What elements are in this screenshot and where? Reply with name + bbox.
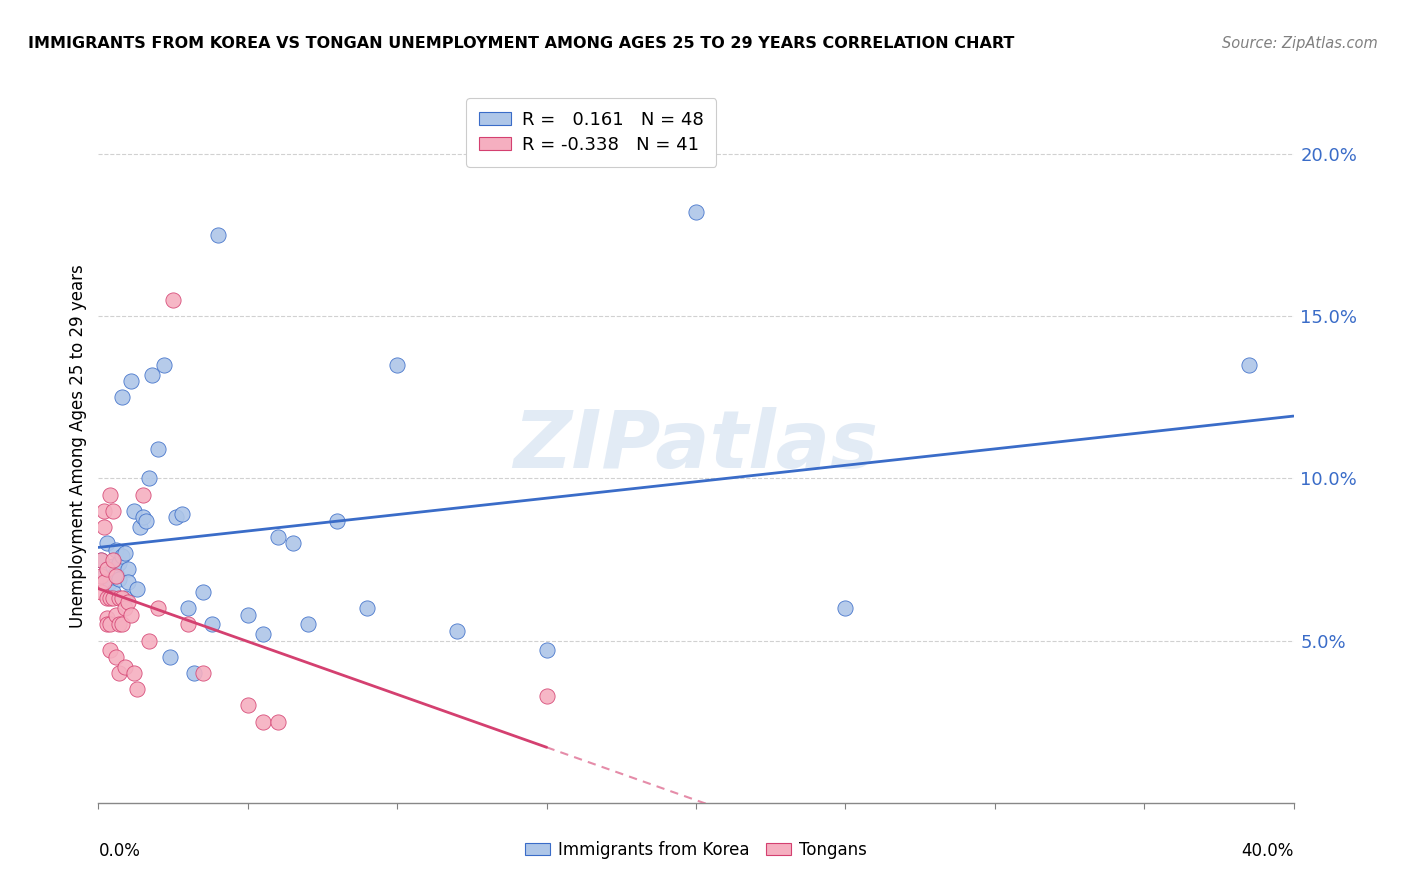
Point [114,659,136,673]
Point [326,514,349,528]
Point [98,617,122,632]
Point [103,559,125,574]
Point [93,568,115,582]
Point [252,627,274,641]
Point [96,536,118,550]
Point [105,542,128,557]
Point [105,607,128,622]
Point [103,591,125,606]
Y-axis label: Unemployment Among Ages 25 to 29 years: Unemployment Among Ages 25 to 29 years [69,264,87,628]
Point [127,682,149,697]
Point [135,514,157,528]
Point [117,595,139,609]
Point [124,504,146,518]
Point [834,601,856,615]
Point [103,585,125,599]
Point [108,556,131,570]
Point [105,649,128,664]
Point [105,568,128,582]
Point [127,582,149,596]
Point [96,562,118,576]
Point [108,591,131,606]
Point [105,566,128,580]
Point [120,374,142,388]
Point [172,507,194,521]
Point [90,568,112,582]
Point [96,562,118,576]
Point [98,575,122,590]
Point [148,442,170,457]
Point [141,368,163,382]
Legend: Immigrants from Korea, Tongans: Immigrants from Korea, Tongans [517,835,875,866]
Point [267,530,290,544]
Point [148,601,170,615]
Point [90,552,112,566]
Point [96,617,118,632]
Point [111,549,134,564]
Point [93,504,115,518]
Point [108,572,131,586]
Point [90,585,112,599]
Point [201,617,224,632]
Point [536,643,558,657]
Point [177,617,200,632]
Text: Source: ZipAtlas.com: Source: ZipAtlas.com [1222,36,1378,51]
Point [98,591,122,606]
Point [356,601,378,615]
Point [103,552,125,566]
Point [108,666,131,681]
Text: IMMIGRANTS FROM KOREA VS TONGAN UNEMPLOYMENT AMONG AGES 25 TO 29 YEARS CORRELATI: IMMIGRANTS FROM KOREA VS TONGAN UNEMPLOY… [28,36,1015,51]
Point [153,358,176,372]
Point [385,358,409,372]
Point [90,552,112,566]
Point [120,607,142,622]
Point [132,488,155,502]
Point [129,520,152,534]
Point [207,228,229,243]
Point [111,591,134,606]
Point [98,488,122,502]
Text: ZIPatlas: ZIPatlas [513,407,879,485]
Point [685,205,707,219]
Text: 0.0%: 0.0% [98,842,141,860]
Point [446,624,468,638]
Point [138,633,160,648]
Text: 40.0%: 40.0% [1241,842,1294,860]
Point [177,601,200,615]
Point [165,510,187,524]
Point [117,575,139,590]
Point [111,617,134,632]
Point [281,536,304,550]
Point [96,611,118,625]
Point [162,293,184,307]
Point [236,698,259,713]
Point [111,390,134,404]
Point [98,643,122,657]
Point [159,649,181,664]
Point [103,504,125,518]
Point [1237,358,1260,372]
Point [236,607,259,622]
Point [93,575,115,590]
Point [93,520,115,534]
Point [117,562,139,576]
Point [114,591,136,606]
Point [114,601,136,615]
Point [114,546,136,560]
Point [536,689,558,703]
Point [191,585,214,599]
Point [132,510,155,524]
Point [183,666,205,681]
Point [252,714,274,729]
Point [191,666,214,681]
Point [267,714,290,729]
Point [297,617,319,632]
Point [138,471,160,485]
Point [108,617,131,632]
Point [96,591,118,606]
Point [124,666,146,681]
